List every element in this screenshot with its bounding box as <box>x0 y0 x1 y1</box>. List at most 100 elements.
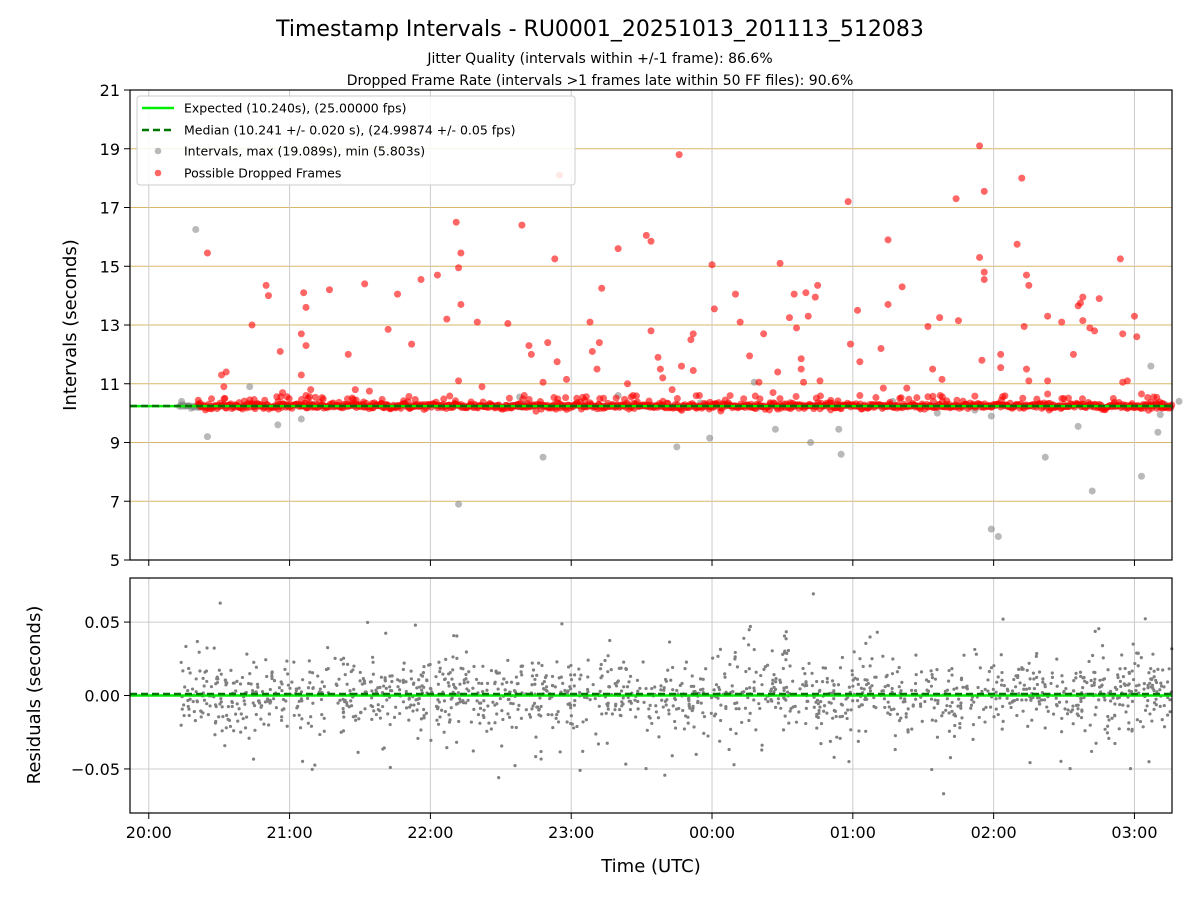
dropped-frame-point <box>405 392 413 400</box>
residual-point <box>1160 717 1164 722</box>
residual-point <box>310 671 315 675</box>
dropped-frame-point <box>856 358 864 366</box>
dropped-frame-point <box>997 364 1005 372</box>
residual-point <box>953 714 958 718</box>
dropped-frame-point <box>432 398 440 406</box>
dropped-frame-point <box>976 253 984 261</box>
residual-point <box>214 704 218 709</box>
residual-point <box>904 712 908 716</box>
residual-point <box>653 685 657 689</box>
interval-point <box>192 226 200 234</box>
residual-point <box>533 682 537 686</box>
dropped-frame-point <box>550 394 558 402</box>
residual-point <box>743 706 748 710</box>
residual-point <box>254 712 258 717</box>
residual-point <box>617 707 622 712</box>
residual-point <box>1148 681 1152 685</box>
residual-point <box>482 699 486 703</box>
residual-point <box>232 681 236 685</box>
residual-point <box>251 701 255 705</box>
residual-point <box>534 754 538 759</box>
residual-point <box>451 668 455 672</box>
residual-point <box>530 674 535 678</box>
residual-point <box>1011 699 1015 703</box>
residual-point <box>572 703 577 707</box>
dropped-frame-point <box>319 395 327 403</box>
residual-point <box>1127 671 1132 676</box>
intervals-y-tick-label: 7 <box>110 492 120 511</box>
residual-point <box>540 663 544 668</box>
residual-point <box>496 687 500 691</box>
residual-point <box>1037 699 1041 704</box>
residual-point <box>1162 725 1167 729</box>
residual-point <box>339 730 343 734</box>
residual-point <box>606 670 610 674</box>
dropped-frame-point <box>678 362 686 370</box>
dropped-frame-point <box>1044 312 1052 320</box>
residual-point <box>760 743 764 747</box>
dropped-frame-point <box>563 375 571 383</box>
residual-point <box>472 664 476 669</box>
residual-point <box>205 679 209 684</box>
residual-point <box>624 667 628 671</box>
residual-point <box>865 697 869 701</box>
residual-point <box>859 686 863 690</box>
residual-point <box>274 706 278 710</box>
residual-point <box>787 721 791 725</box>
residual-point <box>784 698 788 702</box>
residual-point <box>1152 675 1156 679</box>
x-tick-label: 00:00 <box>689 823 735 842</box>
residual-point <box>220 705 224 709</box>
residual-point <box>1000 727 1004 731</box>
residual-point <box>229 668 233 672</box>
residual-point <box>1093 629 1097 633</box>
residual-point <box>253 728 257 732</box>
residual-point <box>409 669 413 673</box>
residual-point <box>438 670 442 674</box>
dropped-frame-point <box>710 305 718 313</box>
residual-point <box>899 696 903 700</box>
dropped-frame-point <box>1119 330 1127 338</box>
residual-point <box>874 675 878 679</box>
residual-point <box>714 683 719 687</box>
residual-point <box>830 679 835 683</box>
residual-point <box>694 752 698 756</box>
residual-point <box>292 660 296 664</box>
interval-point <box>1137 472 1145 480</box>
residual-point <box>401 667 405 672</box>
residual-point <box>961 685 965 689</box>
dropped-frame-point <box>1013 240 1021 248</box>
residual-point <box>1166 713 1170 717</box>
residual-point <box>752 647 756 652</box>
residual-point <box>929 669 933 673</box>
residual-point <box>825 676 829 681</box>
residual-point <box>342 715 346 719</box>
residual-point <box>388 765 392 770</box>
residual-point <box>494 669 498 673</box>
residual-point <box>1089 749 1094 754</box>
residual-point <box>868 689 873 693</box>
residual-point <box>458 682 462 686</box>
residual-point <box>235 679 239 683</box>
residual-point <box>910 688 914 692</box>
residual-point <box>382 746 386 750</box>
residual-point <box>638 686 642 690</box>
dropped-frame-point <box>903 384 911 392</box>
residual-point <box>855 699 860 703</box>
residual-point <box>205 646 209 650</box>
residual-point <box>855 677 860 681</box>
residual-point <box>398 688 402 692</box>
dropped-frame-point <box>455 377 463 385</box>
residual-point <box>446 681 450 685</box>
residual-point <box>1032 677 1036 681</box>
residual-point <box>911 704 915 708</box>
residual-point <box>828 739 832 743</box>
dropped-frame-point <box>274 397 282 405</box>
residual-point <box>1136 664 1140 668</box>
residual-point <box>773 705 778 709</box>
dropped-frame-point <box>467 398 475 406</box>
dropped-frame-point <box>1022 365 1030 373</box>
residual-point <box>1071 704 1075 708</box>
residual-point <box>415 708 419 712</box>
dropped-frame-point <box>349 395 357 403</box>
